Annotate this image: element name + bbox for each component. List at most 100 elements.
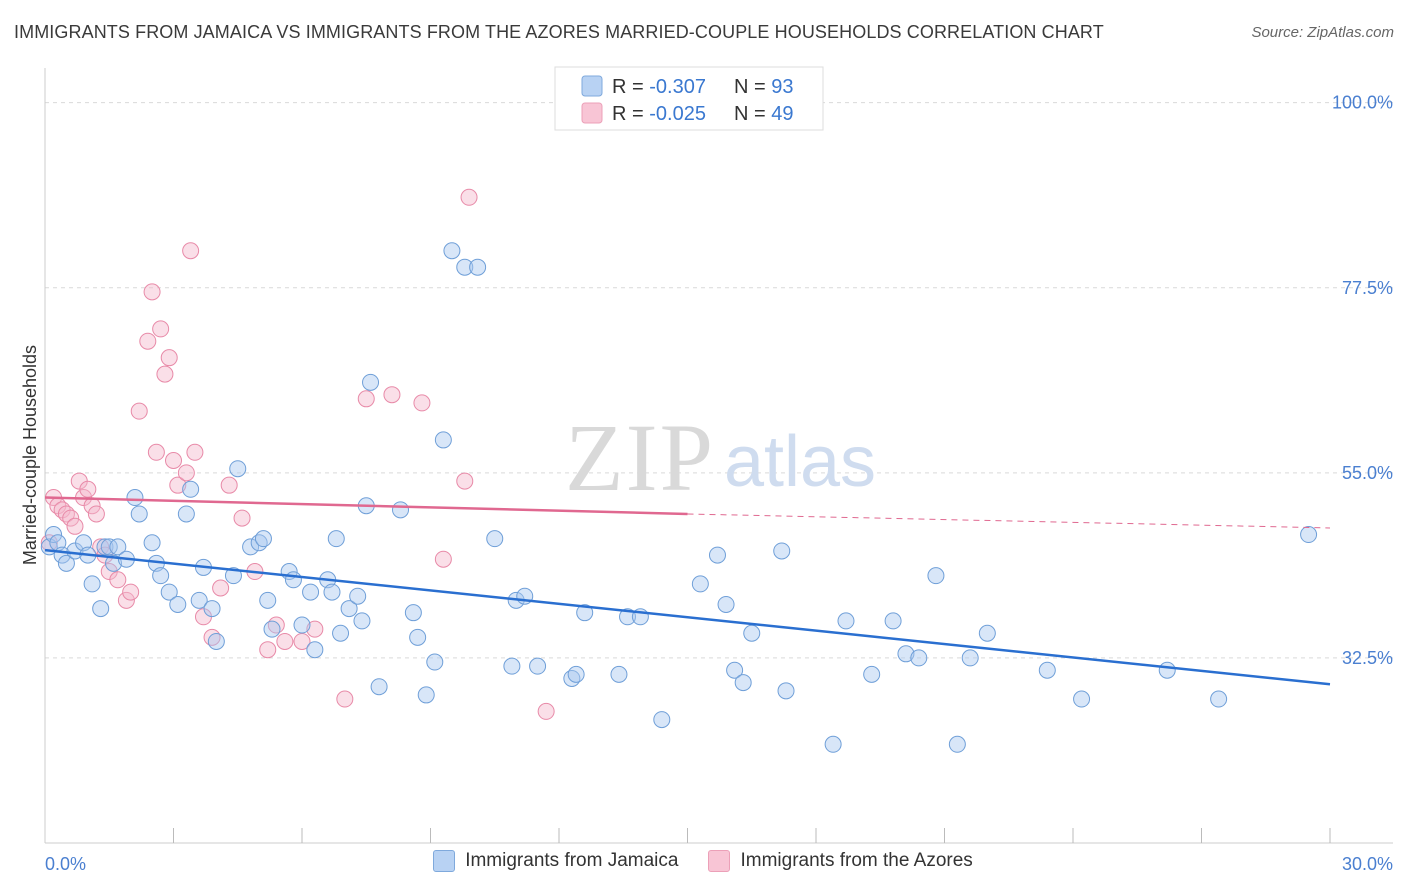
watermark: ZIP atlas — [565, 404, 876, 511]
jamaica-point — [734, 674, 752, 692]
jamaica-point — [105, 554, 123, 572]
jamaica-point — [1158, 661, 1176, 679]
azores-point — [160, 349, 178, 367]
jamaica-point — [96, 538, 114, 556]
x-tick-label-max: 30.0% — [1342, 854, 1393, 874]
jamaica-point — [743, 624, 761, 642]
jamaica-point — [773, 542, 791, 560]
azores-point — [434, 550, 452, 568]
azores-point — [456, 472, 474, 490]
azores-point — [130, 402, 148, 420]
jamaica-point — [610, 665, 628, 683]
jamaica-point — [190, 591, 208, 609]
jamaica-point — [1073, 690, 1091, 708]
jamaica-point — [284, 571, 302, 589]
azores-point — [336, 690, 354, 708]
jamaica-point — [332, 624, 350, 642]
trend-line-jamaica — [44, 548, 1331, 686]
jamaica-point — [109, 538, 127, 556]
jamaica-point — [259, 591, 277, 609]
jamaica-point — [456, 258, 474, 276]
jamaica-point — [619, 608, 637, 626]
legend-item-azores: Immigrants from the Azores — [708, 850, 973, 872]
chart-title: IMMIGRANTS FROM JAMAICA VS IMMIGRANTS FR… — [14, 22, 1104, 42]
jamaica-point — [708, 546, 726, 564]
jamaica-point — [126, 489, 144, 507]
jamaica-point — [409, 628, 427, 646]
azores-point — [537, 702, 555, 720]
legend-bottom: Immigrants from Jamaica Immigrants from … — [0, 850, 1406, 872]
jamaica-point — [717, 595, 735, 613]
y-tick-label: 55.0% — [1342, 463, 1393, 483]
jamaica-point — [927, 567, 945, 585]
jamaica-point — [777, 682, 795, 700]
jamaica-point — [897, 645, 915, 663]
azores-point — [306, 620, 324, 638]
jamaica-point — [340, 600, 358, 618]
azores-point — [212, 579, 230, 597]
azores-point — [87, 505, 105, 523]
watermark-atlas: atlas — [724, 422, 876, 502]
azores-point — [413, 394, 431, 412]
jamaica-point — [434, 431, 452, 449]
jamaica-point — [567, 665, 585, 683]
jamaica-point — [177, 505, 195, 523]
legend-r-value-jamaica: -0.307 — [649, 76, 706, 98]
jamaica-point — [92, 600, 110, 618]
azores-point — [182, 242, 200, 260]
jamaica-point — [961, 649, 979, 667]
azores-point — [139, 332, 157, 350]
azores-point — [79, 480, 97, 498]
legend-label-jamaica: Immigrants from Jamaica — [465, 850, 679, 871]
y-tick-labels: 32.5% 55.0% 77.5% 100.0% — [1332, 93, 1393, 668]
azores-point — [152, 320, 170, 338]
jamaica-point — [224, 567, 242, 585]
jamaica-point — [263, 620, 281, 638]
jamaica-point — [948, 735, 966, 753]
legend-r-label-jamaica: R = — [612, 76, 649, 98]
y-axis-label: Married-couple Households — [20, 345, 40, 565]
legend-swatch-jamaica — [581, 75, 603, 97]
legend-swatch-jamaica-bottom — [433, 850, 456, 872]
jamaica-point — [323, 583, 341, 601]
jamaica-point — [302, 583, 320, 601]
legend-swatch-azores-bottom — [708, 850, 731, 872]
jamaica-point — [469, 258, 487, 276]
legend-n-value-azores: 49 — [771, 103, 793, 125]
legend-swatch-azores — [581, 102, 603, 124]
jamaica-point — [653, 711, 671, 729]
svg-text:N = 49: N = 49 — [734, 103, 794, 125]
azores-point — [357, 390, 375, 408]
trend-lines — [44, 496, 1331, 686]
jamaica-point — [293, 616, 311, 634]
jamaica-point — [404, 604, 422, 622]
legend-r-label-azores: R = — [612, 103, 649, 125]
jamaica-point — [57, 554, 75, 572]
jamaica-point — [143, 534, 161, 552]
jamaica-point — [417, 686, 435, 704]
azores-point — [186, 443, 204, 461]
azores-point — [276, 632, 294, 650]
jamaica-point — [160, 583, 178, 601]
jamaica-point — [392, 501, 410, 519]
azores-point — [259, 641, 277, 659]
jamaica-point — [1038, 661, 1056, 679]
azores-point — [156, 365, 174, 383]
legend-n-label-azores: N = — [734, 103, 771, 125]
azores-point — [460, 188, 478, 206]
jamaica-point — [242, 538, 260, 556]
jamaica-point — [1210, 690, 1228, 708]
legend-n-label-jamaica: N = — [734, 76, 771, 98]
azores-point — [62, 509, 80, 527]
jamaica-point — [576, 604, 594, 622]
x-tick-labels: 0.0% 30.0% — [45, 854, 1393, 874]
jamaica-point — [443, 242, 461, 260]
jamaica-point — [978, 624, 996, 642]
jamaica-point — [327, 530, 345, 548]
azores-point — [109, 571, 127, 589]
jamaica-point — [349, 587, 367, 605]
y-tick-label: 32.5% — [1342, 648, 1393, 668]
azores-point — [177, 464, 195, 482]
jamaica-point — [182, 480, 200, 498]
jamaica-point — [152, 567, 170, 585]
